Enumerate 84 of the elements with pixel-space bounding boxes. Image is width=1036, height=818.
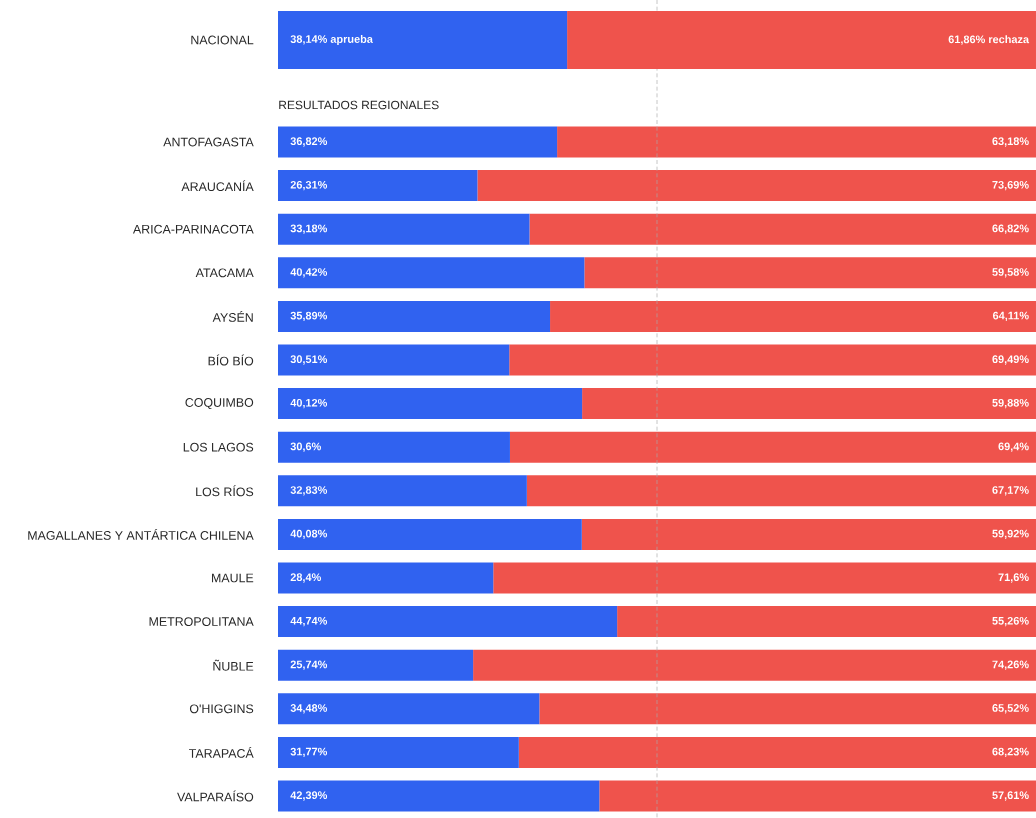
data-label: 38,14% aprueba (290, 34, 373, 46)
bar (278, 344, 510, 376)
bar (278, 649, 474, 681)
bar (584, 257, 1036, 289)
data-label: 35,89% (290, 311, 328, 322)
bar (581, 518, 1036, 550)
bar (539, 693, 1036, 725)
y-tick-label: LOS LAGOS (183, 442, 254, 452)
y-tick-label: METROPOLITANA (149, 617, 254, 626)
y-tick-label: MAGALLANES Y ANTÁRTICA CHILENA (28, 528, 254, 540)
data-label: 28,4% (290, 573, 321, 583)
data-label: 67,17% (992, 486, 1029, 496)
y-tick-label: LOS RÍOS (196, 485, 254, 497)
bar (278, 388, 583, 420)
data-label: 36,82% (290, 137, 328, 147)
bar (278, 213, 530, 245)
bar (278, 693, 540, 725)
bar (599, 780, 1036, 812)
y-tick-label: ANTOFAGASTA (163, 137, 254, 147)
y-tick-label: BÍO BÍO (208, 354, 254, 366)
data-label: 40,42% (290, 268, 328, 278)
data-label: 59,88% (992, 398, 1029, 409)
data-label: 25,74% (290, 660, 328, 670)
data-label: 63,18% (992, 137, 1029, 147)
data-label: 30,6% (290, 442, 321, 452)
y-tick-label: TARAPACÁ (189, 746, 254, 758)
bar (477, 170, 1036, 202)
data-label: 59,58% (992, 268, 1029, 278)
data-label: 34,48% (290, 704, 328, 714)
data-label: 55,26% (992, 616, 1029, 627)
data-label: 71,6% (998, 573, 1029, 583)
data-label: 42,39% (290, 791, 328, 801)
bar (550, 300, 1036, 332)
bar (278, 431, 510, 463)
y-tick-label: AYSÉN (212, 310, 253, 322)
bar (557, 126, 1036, 158)
data-label: 40,12% (290, 398, 328, 409)
data-label: 61,86% rechaza (948, 35, 1030, 45)
annotation: RESULTADOS REGIONALES (279, 100, 439, 110)
bar (518, 736, 1036, 768)
bar (509, 344, 1036, 376)
bar (526, 475, 1036, 507)
bar (278, 736, 519, 768)
data-label: 74,26% (992, 660, 1029, 670)
bar (278, 300, 551, 332)
data-label: 32,83% (290, 486, 328, 496)
bar (278, 780, 600, 812)
data-label: 68,23% (992, 747, 1029, 758)
bar (493, 562, 1036, 594)
data-label: 73,69% (992, 180, 1029, 191)
bar (278, 475, 527, 507)
data-label: 64,11% (992, 311, 1029, 322)
bar (278, 562, 494, 594)
bar (473, 649, 1036, 681)
data-label: 66,82% (992, 224, 1029, 234)
data-label: 30,51% (290, 355, 328, 365)
y-tick-label: VALPARAÍSO (177, 790, 254, 802)
bar (529, 213, 1036, 245)
bar (278, 257, 585, 289)
y-tick-label: ATACAMA (195, 268, 254, 278)
data-label: 40,08% (290, 529, 328, 540)
bar (278, 606, 618, 638)
y-tick-label: ARICA-PARINACOTA (132, 224, 254, 234)
y-tick-label: O'HIGGINS (189, 704, 254, 714)
data-label: 57,61% (992, 791, 1029, 801)
bar (278, 518, 582, 550)
bar (278, 126, 558, 158)
data-label: 69,4% (998, 442, 1029, 452)
data-label: 59,92% (992, 529, 1029, 540)
data-label: 26,31% (290, 180, 328, 191)
bar (509, 431, 1036, 463)
y-tick-label: COQUIMBO (185, 398, 254, 410)
data-label: 69,49% (992, 355, 1029, 365)
y-tick-label: NACIONAL (191, 35, 254, 45)
data-label: 65,52% (992, 704, 1029, 714)
data-label: 33,18% (290, 224, 328, 234)
y-tick-label: ÑUBLE (213, 659, 254, 671)
data-label: 44,74% (290, 616, 328, 627)
bar (278, 170, 478, 202)
y-tick-label: MAULE (212, 573, 254, 583)
bar (582, 388, 1036, 420)
y-tick-label: ARAUCANÍA (181, 180, 254, 192)
data-label: 31,77% (290, 747, 328, 758)
bar (617, 606, 1036, 638)
